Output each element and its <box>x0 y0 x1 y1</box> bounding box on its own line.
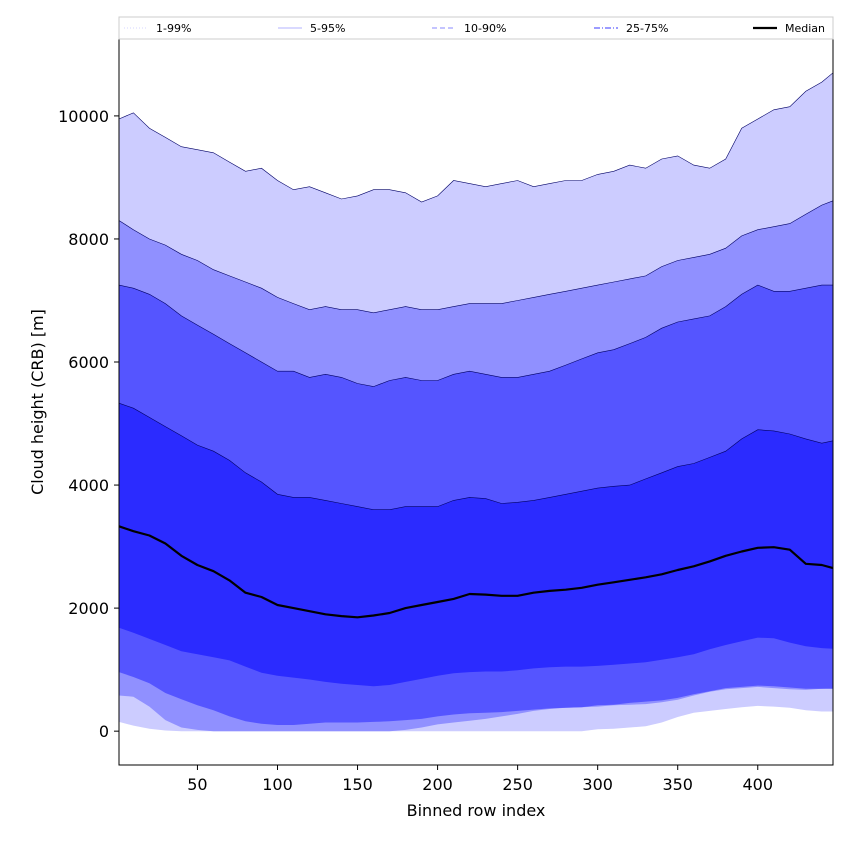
percentile-bands <box>118 72 834 732</box>
legend-label: 10-90% <box>464 22 506 35</box>
x-tick-label: 400 <box>742 775 773 794</box>
x-tick-label: 300 <box>582 775 613 794</box>
band-area-25-75pct <box>119 403 833 687</box>
legend-label: Median <box>785 22 825 35</box>
x-tick-label: 100 <box>262 775 293 794</box>
y-tick-label: 8000 <box>68 230 109 249</box>
x-tick-label: 50 <box>187 775 207 794</box>
y-tick-label: 6000 <box>68 353 109 372</box>
band-edge-25-75pct <box>118 402 834 510</box>
x-tick-label: 150 <box>342 775 373 794</box>
x-tick-label: 200 <box>422 775 453 794</box>
x-tick-label: 350 <box>662 775 693 794</box>
y-tick-label: 2000 <box>68 599 109 618</box>
legend-label: 1-99% <box>156 22 191 35</box>
band-edge-10-90pct <box>118 284 833 387</box>
x-axis-title: Binned row index <box>407 801 546 820</box>
median-line <box>118 525 834 619</box>
x-tick-label: 250 <box>502 775 533 794</box>
legend-label: 5-95% <box>310 22 345 35</box>
band-edge-1-99pct <box>118 72 834 203</box>
y-axis-title: Cloud height (CRB) [m] <box>28 309 47 495</box>
legend-label: 25-75% <box>626 22 668 35</box>
legend: 1-99% 5-95% 10-90% 25-75% Median <box>118 16 834 40</box>
x-axis-ticks: 50 100 150 200 250 300 350 400 <box>187 765 773 794</box>
y-tick-label: 0 <box>99 722 109 741</box>
y-tick-label: 10000 <box>58 107 109 126</box>
y-tick-label: 4000 <box>68 476 109 495</box>
band-edge-5-95pct <box>118 200 834 314</box>
y-axis-ticks: 0 2000 4000 6000 8000 10000 <box>58 107 119 741</box>
legend-box <box>118 16 834 40</box>
median-series <box>118 525 834 619</box>
